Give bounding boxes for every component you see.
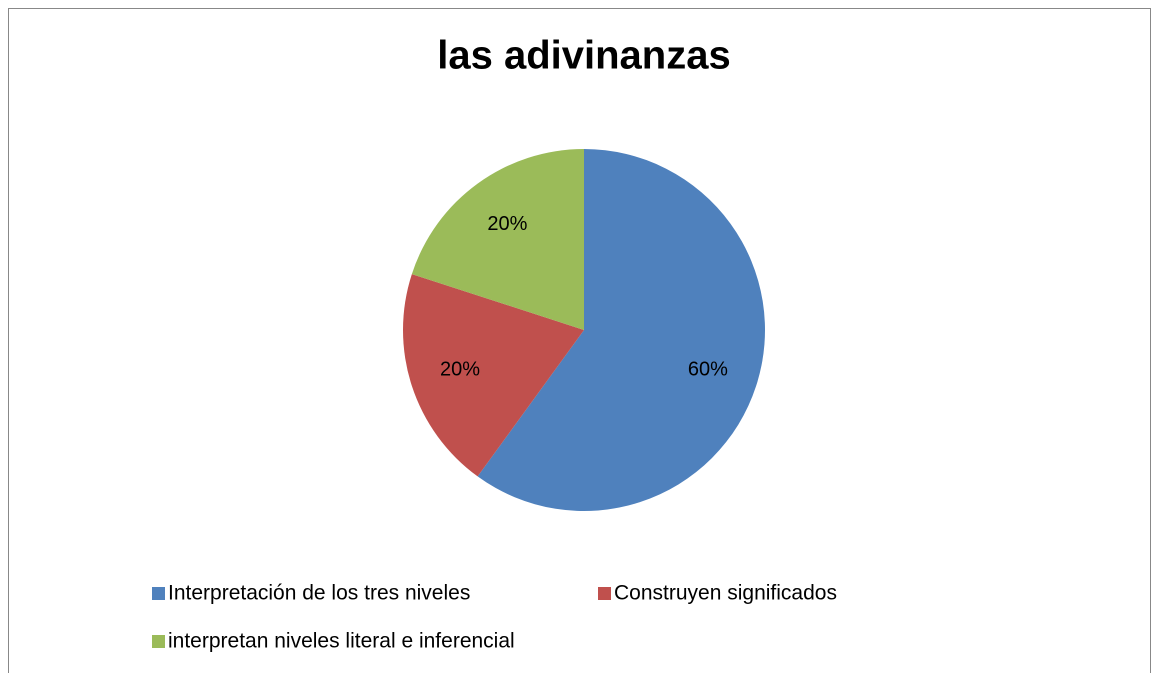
pie-slice <box>477 149 765 512</box>
pie-slice <box>403 274 584 477</box>
legend-label: interpretan niveles literal e inferencia… <box>168 630 515 653</box>
legend-swatch <box>598 587 611 600</box>
chart-border <box>8 8 1151 673</box>
data-label: 60% <box>688 359 728 381</box>
legend-label: Construyen significados <box>614 582 837 605</box>
chart-title: las adivinanzas <box>437 34 730 78</box>
data-label: 20% <box>440 359 480 381</box>
legend-swatch <box>152 587 165 600</box>
legend-swatch <box>152 635 165 648</box>
pie-slice <box>411 149 584 330</box>
data-label: 20% <box>487 213 527 235</box>
legend-label: Interpretación de los tres niveles <box>168 582 470 605</box>
